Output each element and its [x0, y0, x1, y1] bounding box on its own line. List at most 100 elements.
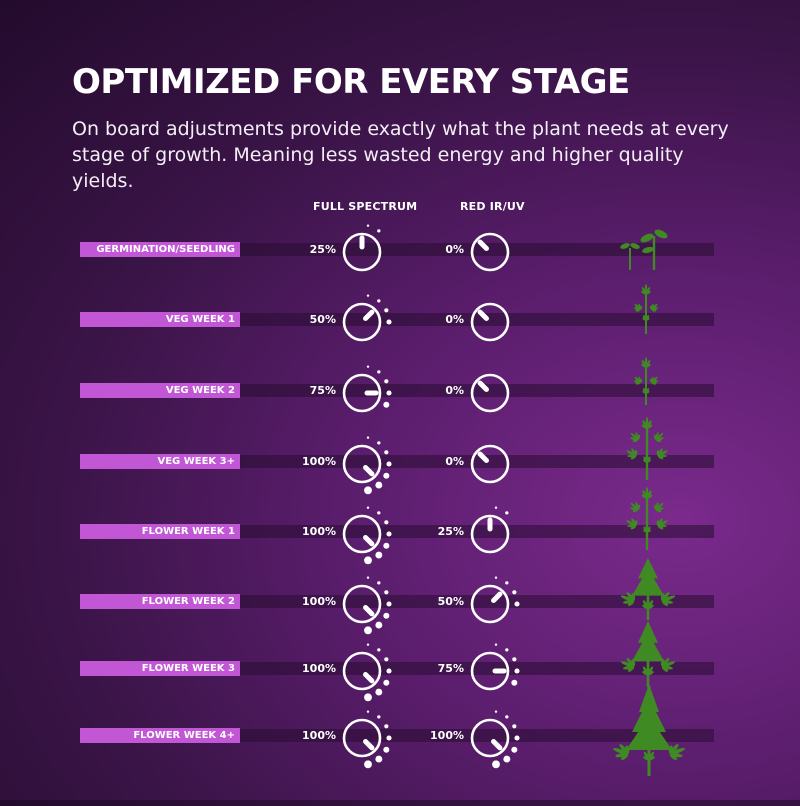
knob-pointer — [363, 672, 375, 684]
red-ir-uv-knob — [470, 643, 520, 691]
stage-row: FLOWER WEEK 4+ 100% 100% — [0, 710, 800, 806]
level-dot — [505, 648, 509, 652]
stage-label: VEG WEEK 1 — [80, 312, 240, 327]
stage-label: VEG WEEK 2 — [80, 383, 240, 398]
level-dot — [375, 551, 383, 559]
red-ir-uv-value: 50% — [437, 595, 464, 608]
level-dot — [512, 657, 517, 662]
level-dot — [386, 319, 392, 325]
level-dot — [384, 590, 389, 595]
level-dot — [505, 511, 509, 515]
level-dot — [494, 506, 498, 509]
red-ir-uv-knob — [470, 232, 510, 272]
red-ir-uv-value: 0% — [445, 384, 464, 397]
seedling-icon — [620, 229, 668, 270]
level-dot — [492, 760, 500, 769]
full-spectrum-value: 100% — [302, 525, 336, 538]
level-dot — [384, 657, 389, 662]
red-ir-uv-header: RED IR/UV — [460, 200, 525, 213]
level-dot — [375, 481, 383, 489]
level-dot — [377, 511, 381, 515]
full-spectrum-knob — [342, 506, 392, 565]
stage-row: FLOWER WEEK 3 100% 75% — [0, 643, 800, 739]
level-dot — [377, 648, 381, 652]
level-dot — [375, 688, 383, 696]
stage-label: FLOWER WEEK 1 — [80, 524, 240, 539]
stage-label: GERMINATION/SEEDLING — [80, 242, 240, 257]
level-dot — [384, 520, 389, 525]
full-spectrum-value: 100% — [302, 595, 336, 608]
level-dot — [511, 746, 518, 753]
stage-label: FLOWER WEEK 4+ — [80, 728, 240, 743]
level-dot — [366, 710, 370, 713]
page-subtitle: On board adjustments provide exactly wha… — [72, 118, 729, 192]
stage-label: FLOWER WEEK 2 — [80, 594, 240, 609]
full-spectrum-knob — [342, 294, 392, 342]
level-dot — [514, 668, 520, 674]
knob-ring — [342, 444, 382, 484]
level-dot — [383, 612, 390, 619]
stage-row: VEG WEEK 3+ 100% 0% — [0, 436, 800, 532]
red-ir-uv-value: 0% — [445, 243, 464, 256]
red-ir-uv-value: 75% — [437, 662, 464, 675]
full-spectrum-value: 75% — [309, 384, 336, 397]
stage-row: VEG WEEK 1 50% 0% — [0, 294, 800, 390]
bushy-plant-icon — [620, 621, 676, 687]
knob-pointer — [477, 380, 489, 392]
full-spectrum-knob — [342, 436, 392, 495]
knob-pointer — [491, 591, 503, 603]
level-dot — [366, 294, 370, 297]
red-ir-uv-value: 0% — [445, 313, 464, 326]
full-spectrum-header: FULL SPECTRUM — [313, 200, 418, 213]
full-spectrum-knob — [342, 365, 392, 413]
stage-row: FLOWER WEEK 2 100% 50% — [0, 576, 800, 672]
knob-ring — [342, 373, 382, 413]
level-dot — [494, 643, 498, 646]
level-dot — [494, 710, 498, 713]
knob-pointer — [477, 309, 489, 321]
level-dot — [364, 760, 372, 769]
knob-ring — [342, 651, 382, 691]
stage-row: GERMINATION/SEEDLING 25% 0% — [0, 224, 800, 320]
level-dot — [386, 668, 392, 674]
knob-ring — [470, 584, 510, 624]
medium-plant-icon — [626, 487, 668, 550]
knob-ring — [470, 232, 510, 272]
level-dot — [377, 441, 381, 445]
knob-pointer — [477, 239, 489, 251]
level-dot — [511, 679, 518, 686]
knob-pointer — [477, 451, 489, 463]
medium-plant-icon — [626, 417, 668, 480]
red-ir-uv-knob — [470, 576, 520, 624]
red-ir-uv-value: 0% — [445, 455, 464, 468]
knob-pointer — [363, 739, 375, 751]
knob-ring — [470, 514, 510, 554]
level-dot — [383, 472, 390, 479]
red-ir-uv-value: 100% — [430, 729, 464, 742]
stage-label: VEG WEEK 3+ — [80, 454, 240, 469]
level-dot — [386, 461, 392, 467]
level-dot — [503, 755, 511, 763]
level-dot — [384, 308, 389, 313]
level-dot — [384, 379, 389, 384]
knob-ring — [470, 302, 510, 342]
knob-ring — [342, 514, 382, 554]
red-ir-uv-value: 25% — [437, 525, 464, 538]
small-plant-icon — [633, 357, 659, 405]
level-dot — [364, 693, 372, 702]
knob-pointer — [363, 309, 375, 321]
knob-pointer — [363, 605, 375, 617]
level-dot — [377, 581, 381, 585]
level-dot — [384, 450, 389, 455]
level-dot — [386, 601, 392, 607]
knob-pointer — [363, 465, 375, 477]
level-dot — [505, 581, 509, 585]
level-dot — [377, 715, 381, 719]
level-dot — [383, 542, 390, 549]
knob-ring — [342, 232, 382, 272]
stage-row: FLOWER WEEK 1 100% 25% — [0, 506, 800, 602]
level-dot — [514, 735, 520, 741]
full-spectrum-value: 100% — [302, 662, 336, 675]
knob-ring — [470, 444, 510, 484]
full-spectrum-value: 25% — [309, 243, 336, 256]
